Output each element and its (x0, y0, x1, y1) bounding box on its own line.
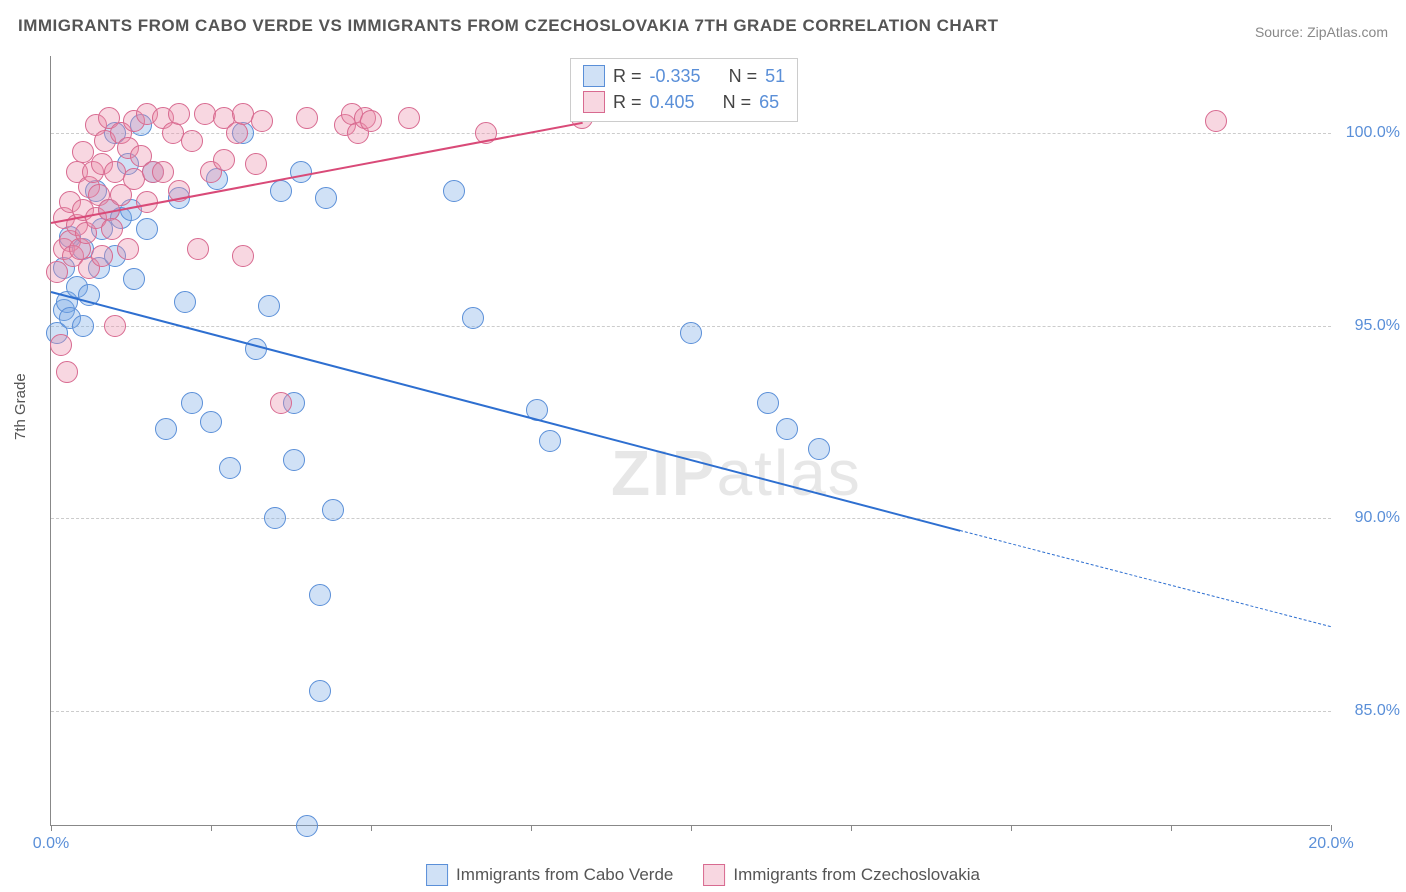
data-point (213, 149, 235, 171)
legend-swatch (703, 864, 725, 886)
data-point (219, 457, 241, 479)
data-point (168, 103, 190, 125)
data-point (200, 411, 222, 433)
legend-n-value: 65 (759, 89, 779, 115)
x-tick (211, 825, 212, 831)
data-point (398, 107, 420, 129)
legend-r-label: R = (613, 63, 642, 89)
data-point (290, 161, 312, 183)
legend-swatch (583, 91, 605, 113)
data-point (155, 418, 177, 440)
legend-n-label: N = (723, 89, 752, 115)
gridline (51, 518, 1331, 519)
legend-r-value: -0.335 (650, 63, 701, 89)
y-tick-label: 90.0% (1355, 509, 1400, 527)
legend-n-value: 51 (765, 63, 785, 89)
data-point (101, 218, 123, 240)
data-point (187, 238, 209, 260)
data-point (123, 268, 145, 290)
data-point (309, 680, 331, 702)
data-point (258, 295, 280, 317)
x-tick (371, 825, 372, 831)
data-point (680, 322, 702, 344)
data-point (309, 584, 331, 606)
legend-swatch (426, 864, 448, 886)
data-point (283, 449, 305, 471)
data-point (443, 180, 465, 202)
legend-r-label: R = (613, 89, 642, 115)
data-point (50, 334, 72, 356)
y-tick-label: 95.0% (1355, 317, 1400, 335)
data-point (136, 218, 158, 240)
data-point (251, 110, 273, 132)
data-point (808, 438, 830, 460)
watermark-bold: ZIP (611, 437, 717, 509)
data-point (757, 392, 779, 414)
data-point (174, 291, 196, 313)
data-point (360, 110, 382, 132)
data-point (91, 245, 113, 267)
x-tick (691, 825, 692, 831)
data-point (181, 392, 203, 414)
data-point (270, 180, 292, 202)
data-point (117, 238, 139, 260)
source-label: Source: ZipAtlas.com (1255, 24, 1388, 40)
x-tick (1011, 825, 1012, 831)
data-point (315, 187, 337, 209)
series-legend: Immigrants from Cabo Verde Immigrants fro… (426, 864, 980, 886)
data-point (72, 315, 94, 337)
data-point (776, 418, 798, 440)
legend-item: Immigrants from Czechoslovakia (703, 864, 980, 886)
legend-label: Immigrants from Cabo Verde (456, 865, 673, 885)
regression-line (960, 530, 1331, 627)
legend-n-label: N = (729, 63, 758, 89)
data-point (181, 130, 203, 152)
data-point (270, 392, 292, 414)
data-point (104, 315, 126, 337)
y-tick-label: 100.0% (1346, 124, 1400, 142)
y-tick-label: 85.0% (1355, 702, 1400, 720)
x-tick-label: 0.0% (33, 835, 69, 853)
x-tick-label: 20.0% (1308, 835, 1353, 853)
x-tick (51, 825, 52, 831)
data-point (152, 161, 174, 183)
data-point (296, 815, 318, 837)
legend-label: Immigrants from Czechoslovakia (733, 865, 980, 885)
legend-row: R = 0.405 N = 65 (583, 89, 785, 115)
legend-r-value: 0.405 (650, 89, 695, 115)
data-point (56, 361, 78, 383)
data-point (462, 307, 484, 329)
y-axis-label: 7th Grade (12, 373, 29, 440)
correlation-legend: R =-0.335N =51R =0.405N =65 (570, 58, 798, 122)
x-tick (531, 825, 532, 831)
data-point (245, 153, 267, 175)
x-tick (1331, 825, 1332, 831)
data-point (322, 499, 344, 521)
data-point (226, 122, 248, 144)
data-point (296, 107, 318, 129)
data-point (264, 507, 286, 529)
legend-swatch (583, 65, 605, 87)
x-tick (851, 825, 852, 831)
legend-item: Immigrants from Cabo Verde (426, 864, 673, 886)
chart-title: IMMIGRANTS FROM CABO VERDE VS IMMIGRANTS… (18, 16, 999, 36)
gridline (51, 711, 1331, 712)
data-point (232, 245, 254, 267)
data-point (539, 430, 561, 452)
x-tick (1171, 825, 1172, 831)
data-point (1205, 110, 1227, 132)
plot-area: ZIPatlas 85.0%90.0%95.0%100.0%0.0%20.0% (50, 56, 1330, 826)
legend-row: R = -0.335 N = 51 (583, 63, 785, 89)
